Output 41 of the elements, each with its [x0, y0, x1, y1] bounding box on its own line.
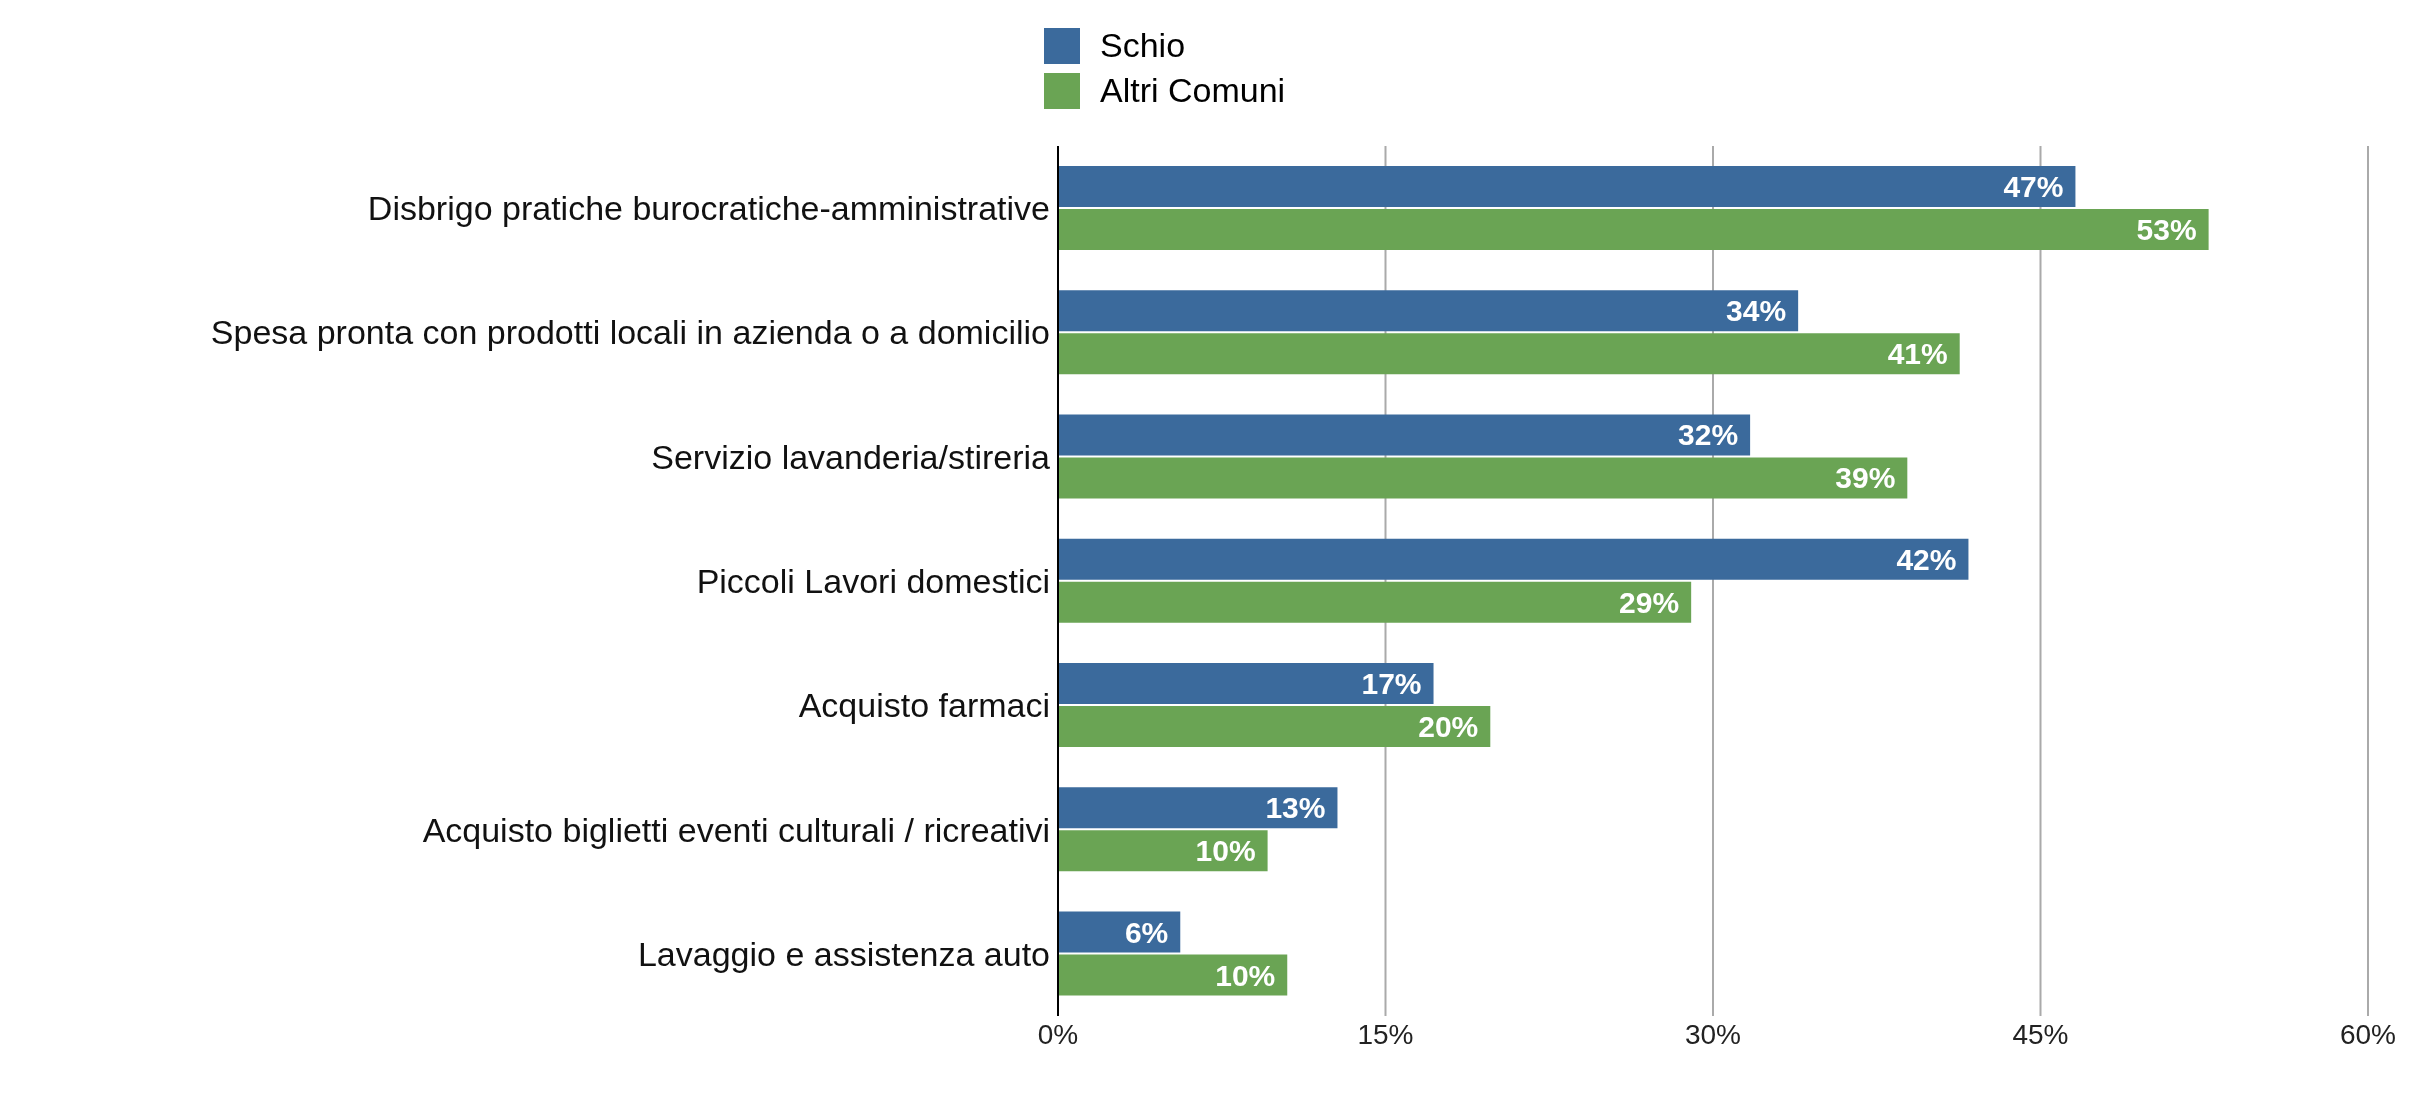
y-tick-label: Acquisto biglietti eventi culturali / ricreativi	[422, 810, 1050, 849]
data-label: 42%	[1896, 542, 1957, 576]
y-tick-label: Piccoli Lavori domestici	[696, 562, 1050, 601]
data-label: 17%	[1361, 667, 1422, 701]
data-label: 39%	[1835, 461, 1896, 495]
y-tick-label: Lavaggio e assistenza auto	[637, 934, 1050, 973]
bar	[1058, 414, 1751, 456]
x-tick-label: 30%	[1684, 1018, 1742, 1050]
bar	[1058, 830, 1268, 872]
data-label: 29%	[1619, 585, 1680, 619]
legend-label: Schio	[1100, 26, 1186, 65]
bar	[1058, 290, 1799, 332]
data-label: 32%	[1678, 418, 1739, 452]
bar	[1058, 208, 2209, 250]
bar	[1058, 787, 1338, 829]
y-tick-label: Servizio lavanderia/stireria	[651, 437, 1051, 476]
data-label: 47%	[2003, 169, 2064, 203]
bar	[1058, 706, 1491, 748]
bar	[1058, 663, 1434, 705]
x-tick-label: 15%	[1357, 1018, 1414, 1050]
data-label: 20%	[1418, 710, 1479, 744]
bar	[1058, 457, 1908, 499]
data-label: 34%	[1726, 294, 1787, 328]
bar	[1058, 581, 1692, 623]
data-label: 41%	[1887, 337, 1948, 371]
data-label: 10%	[1195, 834, 1256, 868]
bar	[1058, 538, 1969, 580]
bar	[1058, 333, 1960, 375]
y-tick-label: Spesa pronta con prodotti locali in azienda o a domicilio	[210, 313, 1050, 352]
x-tick-label: 45%	[2012, 1018, 2069, 1050]
legend-label: Altri Comuni	[1100, 71, 1286, 110]
x-tick-label: 0%	[1037, 1018, 1079, 1050]
bar	[1058, 165, 2076, 207]
data-label: 53%	[2136, 212, 2197, 246]
bar	[1058, 954, 1288, 996]
data-label: 13%	[1265, 791, 1326, 825]
data-label: 10%	[1215, 958, 1276, 992]
y-tick-label: Acquisto farmaci	[798, 686, 1050, 725]
data-label: 6%	[1124, 915, 1169, 949]
y-tick-label: Disbrigo pratiche burocratiche-amministrative	[367, 189, 1050, 228]
x-tick-label: 60%	[2339, 1018, 2397, 1050]
